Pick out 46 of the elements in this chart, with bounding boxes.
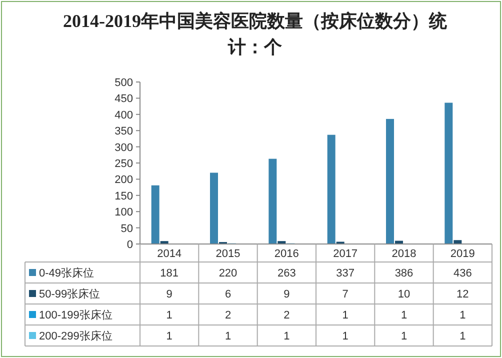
data-label: 436 <box>453 268 472 280</box>
x-tick-label: 2018 <box>392 248 416 260</box>
y-tick-label: 200 <box>114 174 133 186</box>
data-label: 1 <box>400 330 408 342</box>
data-label: 386 <box>394 268 414 280</box>
y-tick-label: 350 <box>114 126 133 138</box>
y-tick-label: 150 <box>114 190 133 202</box>
data-label: 1 <box>166 310 172 322</box>
x-tick-label: 2017 <box>333 248 358 260</box>
data-label: 1 <box>224 330 232 342</box>
x-tick-label: 2016 <box>274 248 299 260</box>
y-tick-label: 450 <box>114 93 133 106</box>
x-tick-label: 2015 <box>216 248 240 260</box>
data-label: 181 <box>160 268 179 280</box>
data-label: 12 <box>456 288 469 300</box>
data-label: 1 <box>400 310 408 322</box>
legend-label: 200-299张床位 <box>39 330 112 342</box>
data-label: 1 <box>166 330 172 342</box>
data-label: 1 <box>460 310 466 322</box>
y-tick-label: 500 <box>114 77 133 89</box>
x-tick-label: 2019 <box>450 248 475 260</box>
data-label: 9 <box>166 288 172 300</box>
data-label: 6 <box>224 288 232 300</box>
data-label: 1 <box>342 330 348 342</box>
legend-label: 100-199张床位 <box>39 308 112 322</box>
y-tick-label: 50 <box>120 222 133 235</box>
data-label: 2 <box>224 310 232 322</box>
data-label: 337 <box>336 268 355 280</box>
legend-label: 50-99张床位 <box>39 288 100 300</box>
data-label: 9 <box>284 288 290 300</box>
data-label: 1 <box>460 330 466 342</box>
y-tick-label: 250 <box>114 158 133 170</box>
data-label: 263 <box>277 268 296 280</box>
y-tick-label: 0 <box>126 239 133 251</box>
data-label: 220 <box>218 268 238 280</box>
data-label: 1 <box>284 330 290 342</box>
y-tick-label: 400 <box>114 109 133 122</box>
data-label: 10 <box>398 288 410 300</box>
y-tick-label: 100 <box>114 206 133 219</box>
data-label: 2 <box>284 310 290 322</box>
x-tick-label: 2014 <box>157 248 182 260</box>
legend-label: 0-49张床位 <box>39 266 94 280</box>
y-tick-label: 300 <box>114 142 133 154</box>
data-label: 7 <box>342 288 348 300</box>
data-label: 1 <box>342 310 348 322</box>
chart-title: 2014-2019年中国美容医院数量（按床位数分）统计：个 <box>62 10 448 59</box>
